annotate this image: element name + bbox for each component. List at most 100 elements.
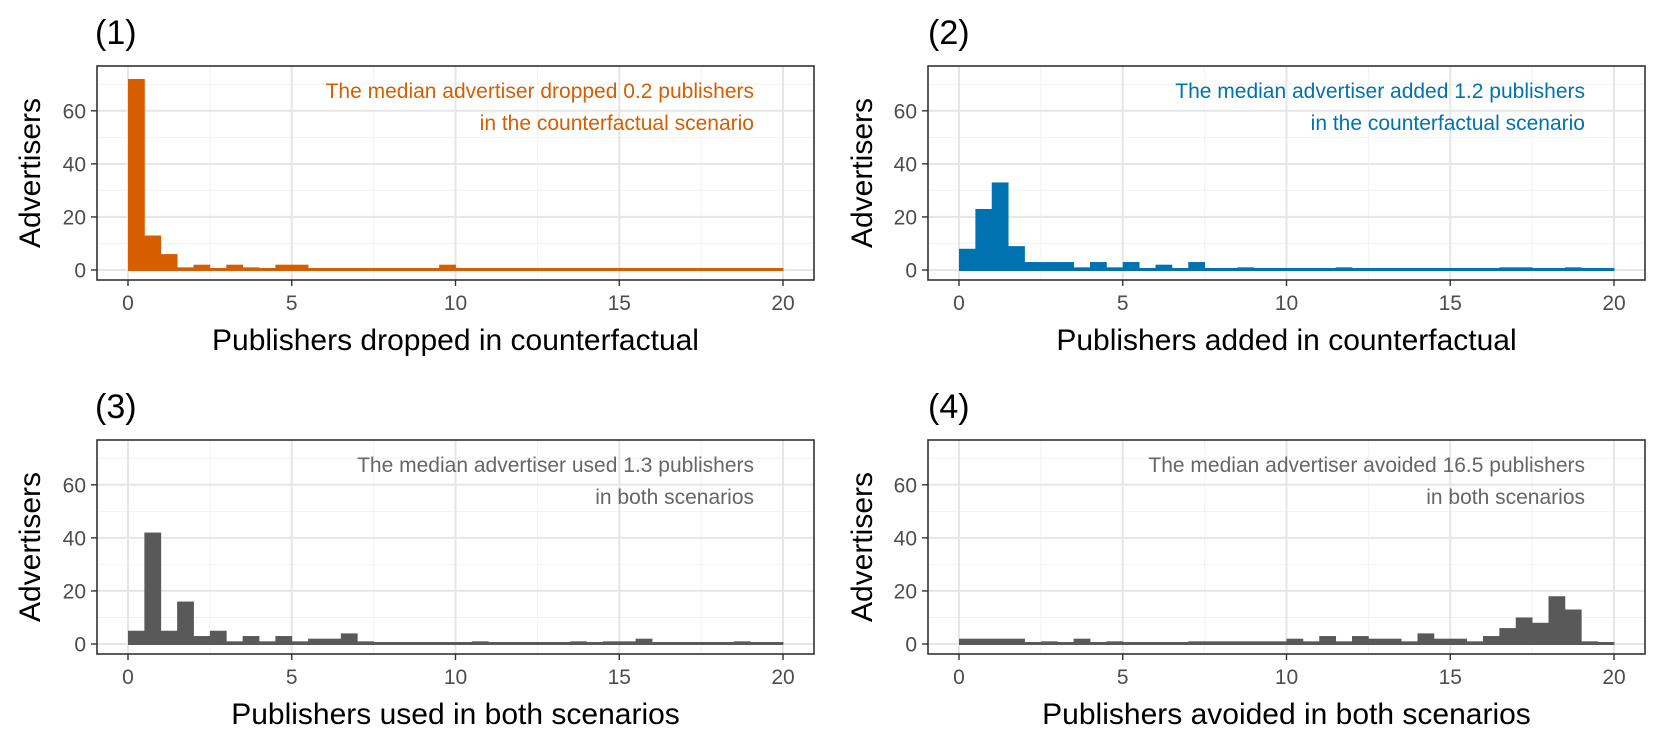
x-tick-label: 15 — [608, 292, 631, 315]
histogram-bar — [144, 235, 162, 271]
histogram-bar — [1450, 268, 1468, 271]
histogram-bar — [750, 268, 768, 271]
histogram-bar — [1499, 628, 1517, 645]
histogram-bar — [1581, 268, 1599, 271]
histogram-bar — [521, 642, 538, 645]
panel-tag: (4) — [928, 388, 970, 426]
histogram-bar — [553, 642, 571, 645]
y-tick-label: 40 — [894, 153, 917, 176]
histogram-bar — [1270, 268, 1287, 271]
annotation-line: The median advertiser added 1.2 publishe… — [1175, 80, 1585, 103]
histogram-bar — [308, 638, 325, 645]
histogram-bar — [422, 268, 440, 271]
histogram-bar — [1384, 268, 1402, 271]
histogram-bar — [991, 638, 1009, 645]
histogram-bar — [1384, 638, 1402, 645]
x-tick-label: 5 — [286, 292, 298, 315]
histogram-bar — [1024, 642, 1042, 645]
histogram-bar — [1368, 268, 1386, 271]
histogram-bar — [259, 641, 276, 645]
histogram-bar — [586, 268, 604, 271]
x-tick-label: 0 — [122, 666, 134, 689]
y-axis-label: Advertisers — [846, 472, 879, 622]
histogram-bar — [128, 78, 145, 272]
x-tick-label: 15 — [608, 666, 631, 689]
annotation-line: The median advertiser dropped 0.2 publis… — [326, 80, 754, 103]
histogram-bar — [439, 642, 456, 645]
histogram-bar — [1466, 641, 1484, 645]
histogram-bar — [717, 268, 735, 271]
histogram-bar — [1188, 262, 1206, 271]
histogram-bar — [1270, 641, 1287, 645]
histogram-bar — [652, 642, 669, 645]
histogram-bar — [1204, 268, 1222, 271]
histogram-bar — [1466, 268, 1484, 271]
histogram-bar — [471, 268, 489, 271]
histogram-bar — [701, 268, 718, 271]
x-tick-label: 20 — [1602, 292, 1625, 315]
histogram-bar — [291, 264, 309, 271]
histogram-bar — [226, 641, 244, 645]
chart-panel-4: 0 5 10 15 20 0 20 40 60 (4) Advertisers Publishers … — [846, 388, 1646, 731]
histogram-bar — [684, 642, 702, 645]
bar-series — [128, 532, 784, 645]
annotation-line: The median advertiser avoided 16.5 publi… — [1148, 454, 1585, 477]
histogram-bar — [1515, 267, 1533, 271]
y-tick-label: 0 — [74, 260, 86, 283]
histogram-bar — [1253, 641, 1271, 645]
x-tick-label: 10 — [444, 666, 467, 689]
histogram-bar — [308, 268, 325, 271]
y-tick-label: 40 — [63, 153, 86, 176]
histogram-bar — [1532, 268, 1549, 271]
y-tick-label: 40 — [894, 527, 917, 550]
histogram-bar — [1302, 268, 1320, 271]
annotation-line: The median advertiser used 1.3 publisher… — [357, 454, 754, 477]
histogram-bar — [733, 641, 751, 645]
histogram-bar — [1499, 267, 1517, 271]
panel-tag: (3) — [95, 388, 137, 426]
histogram-bar — [471, 641, 489, 645]
histogram-bar — [537, 642, 555, 645]
histogram-bar — [717, 642, 735, 645]
histogram-bar — [259, 268, 276, 271]
histogram-bar — [1532, 622, 1549, 645]
chart-panel-2: 0 5 10 15 20 0 20 40 60 (2) Advertisers Publishers … — [846, 14, 1646, 357]
histogram-bar — [1057, 642, 1075, 645]
histogram-bar — [1221, 268, 1238, 271]
bar-series — [128, 78, 784, 272]
histogram-bar — [242, 636, 260, 645]
histogram-bar — [160, 630, 178, 645]
histogram-bar — [1335, 267, 1353, 271]
histogram-bar — [733, 268, 751, 271]
histogram-bar — [975, 208, 993, 271]
y-axis-label: Advertisers — [14, 472, 47, 622]
x-tick-label: 10 — [1275, 292, 1298, 315]
histogram-bar — [1401, 268, 1418, 271]
histogram-bar — [1483, 268, 1500, 271]
bar-series — [959, 596, 1615, 645]
histogram-bar — [1319, 636, 1337, 645]
x-tick-label: 20 — [771, 292, 794, 315]
histogram-bar — [1401, 641, 1418, 645]
histogram-bar — [635, 268, 653, 271]
y-tick-label: 20 — [63, 580, 86, 603]
histogram-bar — [1335, 641, 1353, 645]
x-axis-label: Publishers used in both scenarios — [231, 698, 680, 731]
histogram-bar — [1253, 268, 1271, 271]
histogram-bar — [652, 268, 669, 271]
y-tick-label: 20 — [63, 206, 86, 229]
histogram-bar — [1090, 262, 1107, 271]
y-tick-label: 60 — [63, 100, 86, 123]
y-tick-label: 0 — [905, 260, 917, 283]
histogram-bar — [160, 254, 178, 271]
histogram-bar — [242, 267, 260, 271]
chart-panel-3: 0 5 10 15 20 0 20 40 60 (3) Advertisers Publishers … — [14, 388, 815, 731]
histogram-bar — [1171, 642, 1189, 645]
histogram-bar — [1171, 268, 1189, 271]
histogram-bar — [1073, 267, 1091, 271]
histogram-bar — [1352, 636, 1369, 645]
histogram-bar — [1237, 267, 1255, 271]
histogram-bar — [668, 642, 686, 645]
histogram-bar — [1483, 636, 1500, 645]
x-tick-label: 10 — [444, 292, 467, 315]
